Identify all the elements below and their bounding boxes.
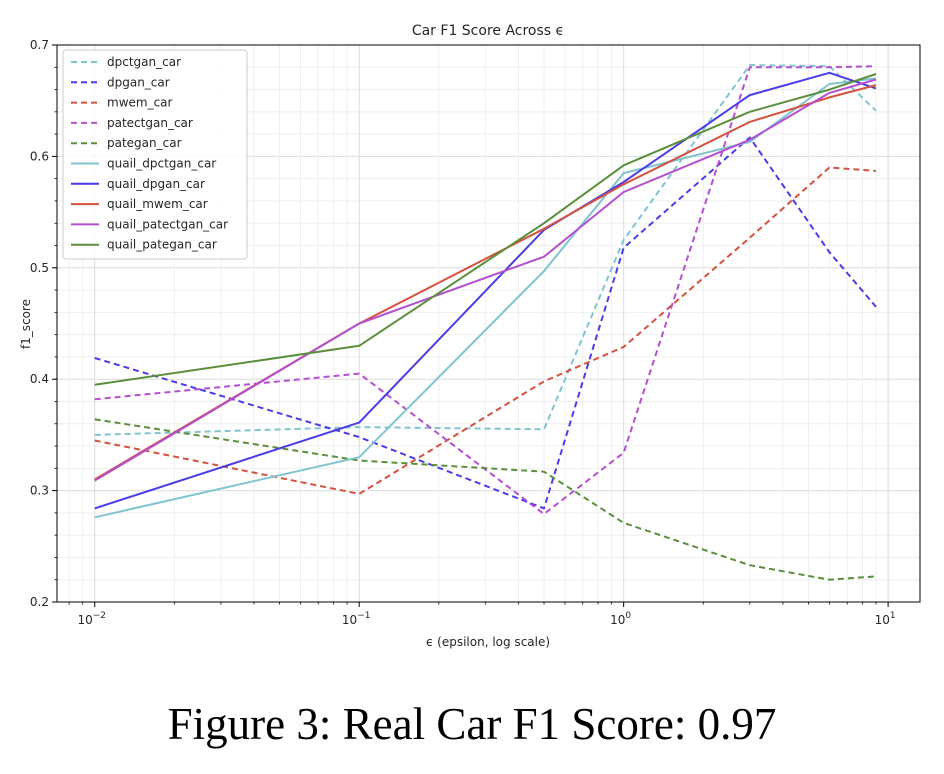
legend-label: quail_dpctgan_car <box>107 157 216 171</box>
series-line-quail_dpgan_car <box>94 71 877 510</box>
y-axis-label: f1_score <box>19 299 33 349</box>
series-line-dpgan_car <box>94 136 877 510</box>
x-tick-label: 101 <box>875 611 896 627</box>
legend: dpctgan_car dpgan_car mwem_car patectgan_ca… <box>62 49 248 260</box>
series-line-quail_dpctgan_car <box>94 77 877 519</box>
series-line-quail_patectgan_car <box>94 78 877 482</box>
series-line-mwem_car <box>94 166 877 495</box>
legend-box <box>62 49 248 260</box>
x-tick-label: 10−1 <box>342 611 371 627</box>
y-tick-label: 0.4 <box>30 372 49 386</box>
chart-title: Car F1 Score Across ϵ <box>412 23 564 39</box>
series-lines <box>94 64 877 581</box>
legend-label: quail_pategan_car <box>107 238 217 252</box>
series-line-quail_pategan_car <box>94 73 877 386</box>
y-tick-label: 0.3 <box>30 484 49 498</box>
legend-label: patectgan_car <box>107 116 193 130</box>
legend-label: quail_patectgan_car <box>107 217 228 231</box>
x-tick-label: 100 <box>610 611 631 627</box>
legend-label: mwem_car <box>107 96 173 110</box>
series-line-patectgan_car <box>94 65 877 515</box>
legend-label: pategan_car <box>107 136 182 150</box>
y-tick-label: 0.7 <box>30 38 49 52</box>
y-tick-label: 0.6 <box>30 149 49 163</box>
legend-label: quail_dpgan_car <box>107 177 205 191</box>
legend-label: dpgan_car <box>107 75 170 89</box>
gridlines <box>57 44 920 603</box>
series-line-pategan_car <box>94 418 877 581</box>
legend-label: quail_mwem_car <box>107 197 208 211</box>
y-tick-label: 0.5 <box>30 261 49 275</box>
figure-caption: Figure 3: Real Car F1 Score: 0.97 <box>167 699 777 749</box>
x-tick-label: 10−2 <box>77 611 106 627</box>
plot-frame <box>56 44 921 603</box>
x-axis-label: ϵ (epsilon, log scale) <box>426 635 550 649</box>
legend-label: dpctgan_car <box>107 55 181 69</box>
y-tick-label: 0.2 <box>30 595 49 609</box>
series-line-dpctgan_car <box>94 64 877 436</box>
